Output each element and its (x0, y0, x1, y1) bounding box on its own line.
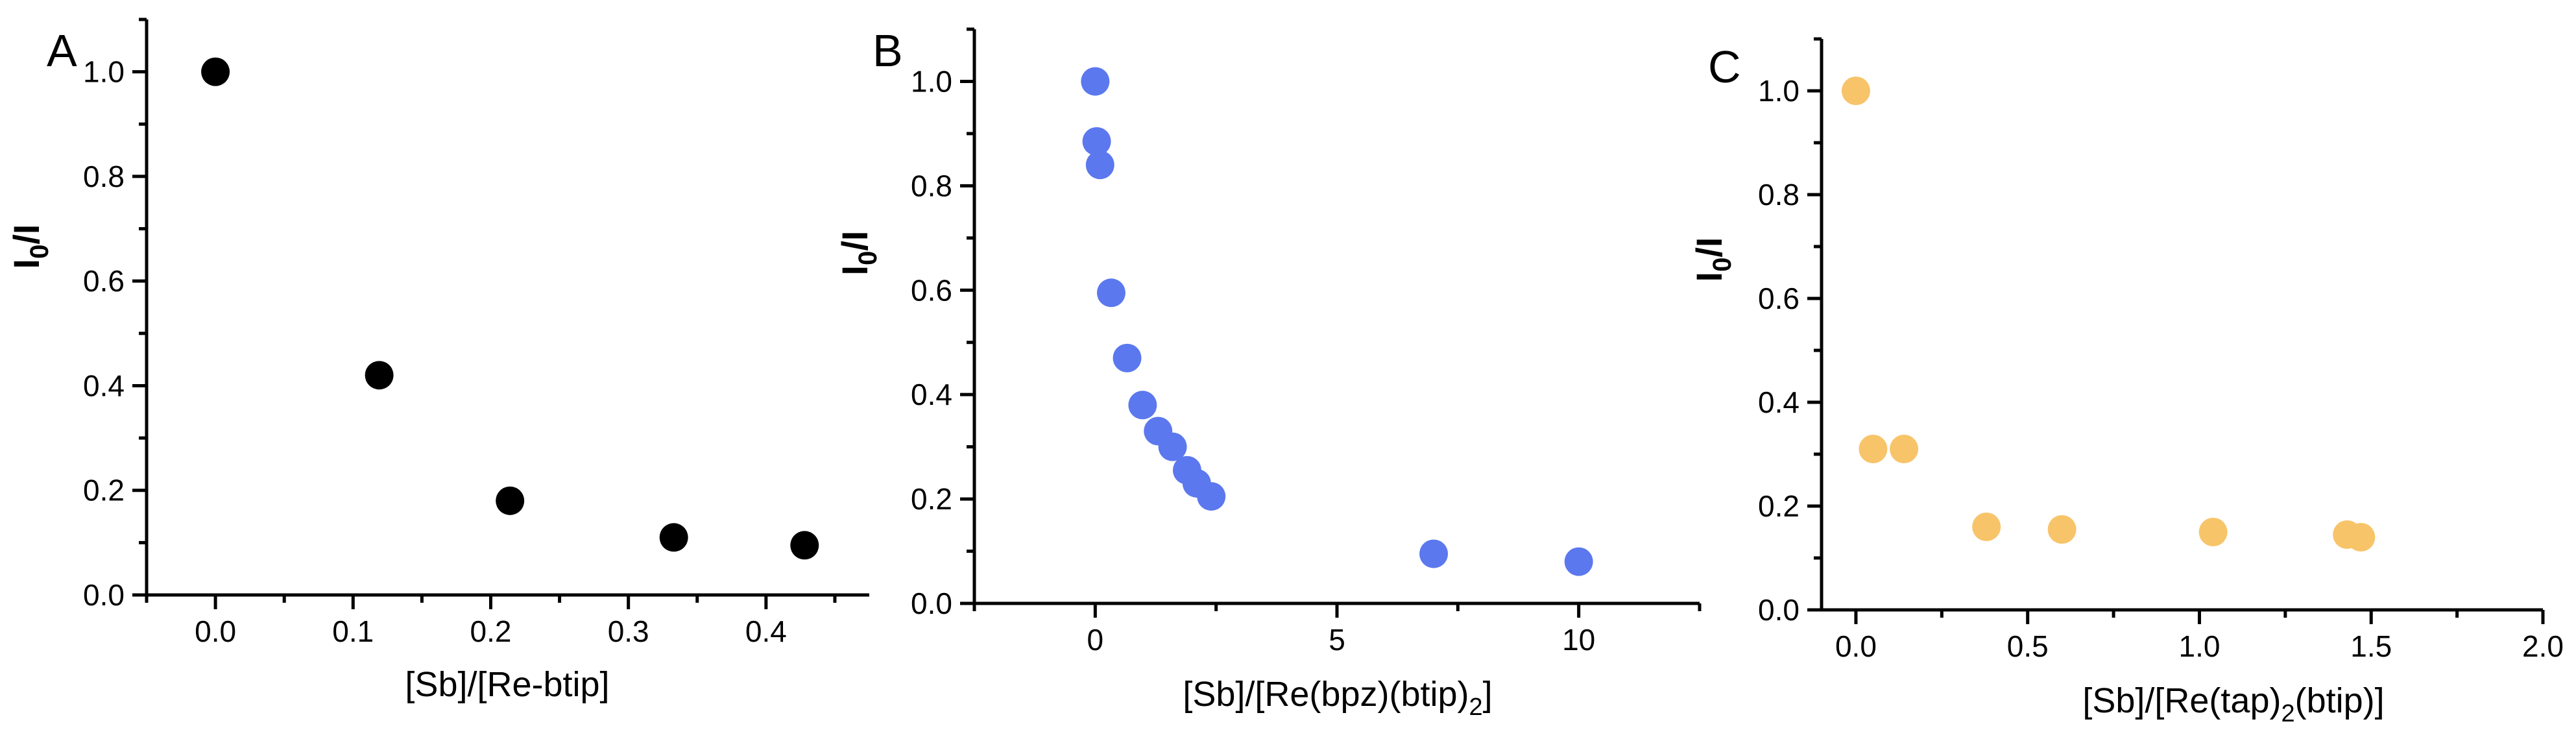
y-tick-label: 0.4 (1758, 385, 1800, 419)
data-point (1113, 343, 1142, 372)
axis-lines (1820, 39, 2543, 612)
x-title-sub: 2 (2281, 700, 2294, 727)
data-point (1082, 127, 1111, 156)
panel-label: C (1708, 42, 1741, 92)
y-tick-label: 0.8 (83, 160, 125, 193)
x-tick-label: 0 (1087, 623, 1104, 657)
x-tick-label: 1.5 (2350, 629, 2392, 663)
y-tick-label: 0.0 (1758, 593, 1800, 627)
data-point (1564, 547, 1593, 576)
x-tick-label: 0.2 (470, 614, 511, 648)
data-point (2047, 515, 2076, 544)
x-tick-label: 0.0 (1835, 629, 1877, 663)
x-tick-label: 0.0 (195, 614, 236, 648)
y-title-main: I (6, 259, 47, 269)
x-tick-label: 1.0 (2178, 629, 2220, 663)
data-point (1081, 67, 1110, 96)
x-tick-label: 0.4 (745, 614, 787, 648)
data-point (1128, 391, 1157, 420)
x-title-tail: ] (1483, 675, 1493, 714)
x-axis-title: [Sb]/[Re(bpz)(btip)2] (1183, 675, 1492, 721)
x-tick-label: 0.5 (2007, 629, 2049, 663)
x-tick-label: 0.1 (332, 614, 374, 648)
y-tick-label: 0.2 (83, 474, 125, 507)
y-tick-label: 0.4 (911, 378, 952, 411)
x-title-main: [Sb]/[Re(bpz)(btip) (1183, 675, 1469, 714)
y-tick-label: 0.6 (911, 273, 952, 307)
y-tick-label: 0.2 (911, 482, 952, 516)
panel-label: A (47, 25, 77, 76)
x-axis-title: [Sb]/[Re-btip] (405, 665, 609, 704)
data-point (1890, 435, 1919, 463)
y-tick-label: 0.4 (83, 369, 125, 402)
data-point (2198, 518, 2228, 546)
data-point (1859, 435, 1888, 463)
data-point (365, 361, 394, 390)
data-point (1085, 151, 1114, 180)
y-tick-label: 0.8 (911, 169, 952, 202)
y-title-sub: 0 (854, 251, 882, 265)
x-tick-label: 0.3 (608, 614, 649, 648)
y-tick-label: 0.6 (1758, 282, 1800, 315)
data-point (790, 531, 819, 560)
y-title-main: I (1689, 272, 1729, 282)
data-point (1197, 482, 1226, 511)
y-title-main: I (834, 265, 875, 276)
x-axis-title: [Sb]/[Re(tap)2(btip)] (2082, 681, 2384, 727)
x-tick-label: 2.0 (2522, 629, 2564, 663)
y-tick-label: 1.0 (911, 64, 952, 98)
y-tick-label: 0.0 (911, 587, 952, 620)
x-tick-label: 5 (1329, 623, 1345, 657)
panel-c: C [Sb]/[Re(tap)2(btip)] I0/I 0.0 0.5 1.0 1.… (1689, 37, 2564, 727)
data-point (1096, 278, 1125, 308)
y-title-tail: /I (6, 224, 47, 245)
y-tick-label: 1.0 (1758, 74, 1800, 108)
data-point (1841, 77, 1870, 105)
x-title-main: [Sb]/[Re(tap) (2082, 681, 2281, 720)
y-tick-label: 1.0 (83, 55, 125, 89)
y-tick-label: 0.8 (1758, 178, 1800, 212)
x-tick-label: 10 (1562, 623, 1595, 657)
data-point (1972, 513, 2001, 541)
y-title-sub: 0 (25, 245, 54, 259)
panel-b: B [Sb]/[Re(bpz)(btip)2] I0/I 0 5 100.00.20… (834, 25, 1702, 721)
panel-a: A [Sb]/[Re-btip] I0/I 0.0 0.1 0.2 0.3 0.4 0.0… (6, 18, 869, 704)
y-axis-title: I0/I (1689, 237, 1737, 282)
y-title-sub: 0 (1708, 258, 1737, 272)
data-point (659, 523, 688, 552)
data-point (1158, 432, 1187, 461)
panel-label: B (873, 25, 903, 76)
y-tick-label: 0.6 (83, 264, 125, 298)
x-title-tail: (btip)] (2295, 681, 2385, 720)
y-tick-label: 0.2 (1758, 489, 1800, 523)
y-title-tail: /I (834, 231, 875, 251)
data-point (2346, 523, 2376, 551)
data-point (201, 57, 230, 86)
data-point (1419, 539, 1449, 568)
data-point (496, 486, 525, 515)
y-axis-title: I0/I (834, 231, 882, 276)
x-title-sub: 2 (1469, 694, 1483, 721)
y-tick-label: 0.0 (83, 578, 125, 612)
axis-lines (972, 29, 1700, 605)
y-title-tail: /I (1689, 237, 1729, 258)
y-axis-title: I0/I (6, 224, 54, 269)
